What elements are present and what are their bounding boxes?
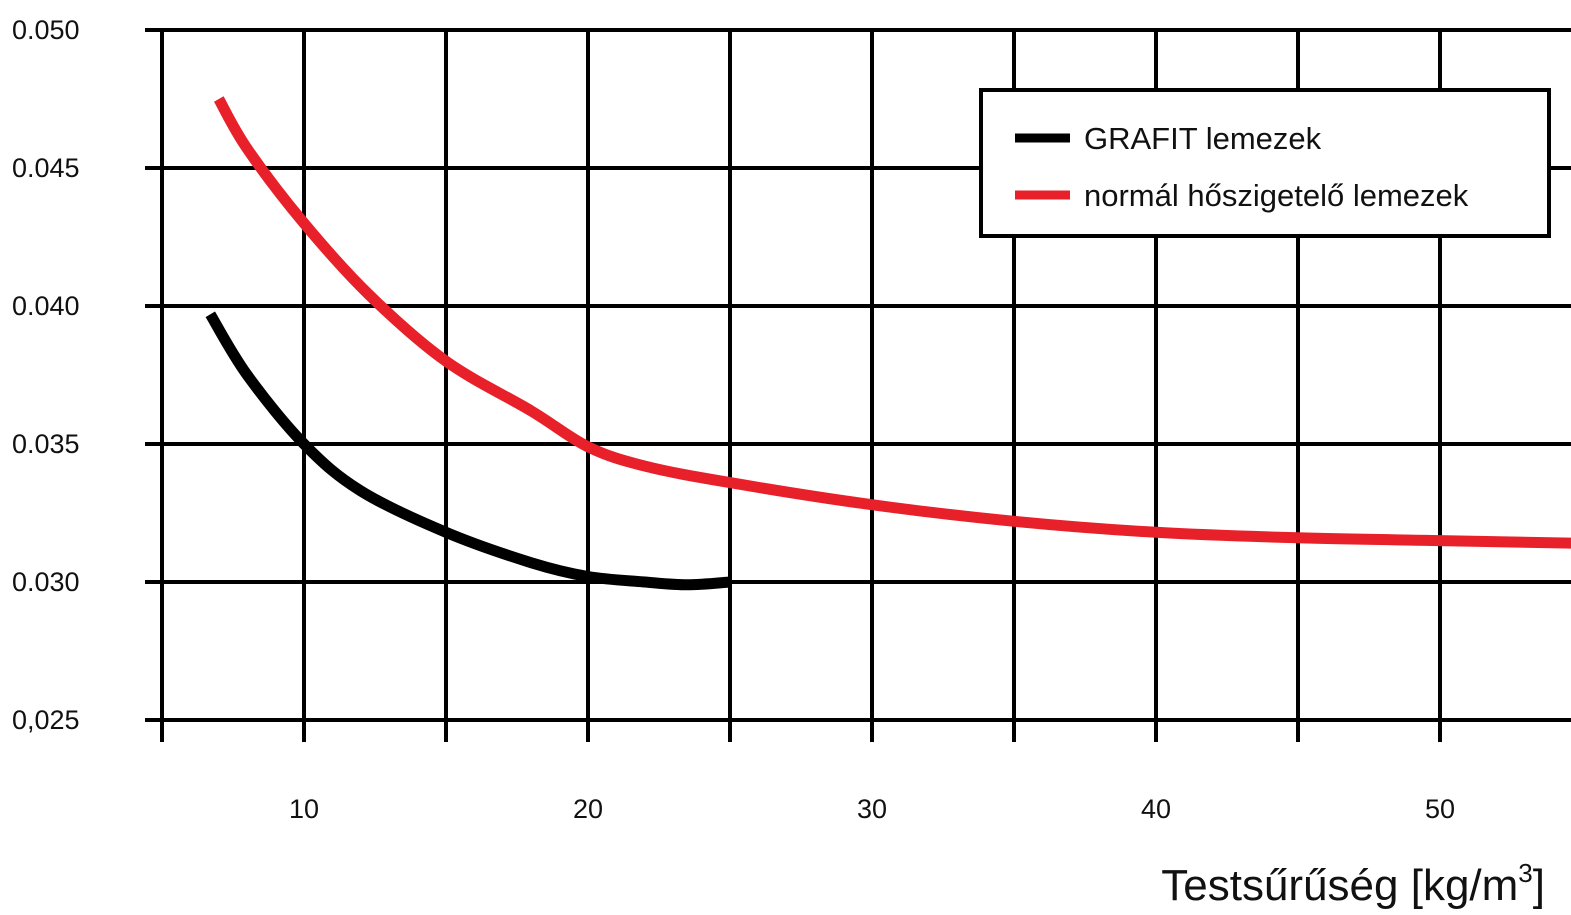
y-tick-label: 0.035 bbox=[12, 429, 80, 459]
y-axis-ticks: 0.050 0.045 0.040 0.035 0.030 0,025 bbox=[12, 15, 80, 735]
x-axis-label: Testsűrűség [kg/m3] bbox=[1161, 858, 1545, 910]
x-tick-label: 10 bbox=[289, 794, 319, 824]
x-axis-label-main: Testsűrűség [kg/m bbox=[1161, 861, 1518, 910]
y-tick-label: 0.045 bbox=[12, 153, 80, 183]
x-axis-label-end: ] bbox=[1533, 861, 1545, 910]
legend-box bbox=[979, 88, 1551, 238]
x-tick-label: 50 bbox=[1425, 794, 1455, 824]
series-line-grafit bbox=[205, 311, 731, 591]
legend-label-grafit: GRAFIT lemezek bbox=[1084, 121, 1322, 156]
legend: GRAFIT lemezek normál hőszigetelő lemeze… bbox=[979, 88, 1551, 238]
y-tick-label: 0.050 bbox=[12, 15, 80, 45]
x-tick-label: 40 bbox=[1141, 794, 1171, 824]
y-tick-label: 0.030 bbox=[12, 567, 80, 597]
x-tick-label: 20 bbox=[573, 794, 603, 824]
y-tick-label: 0,025 bbox=[12, 705, 80, 735]
x-axis-ticks: 10 20 30 40 50 bbox=[289, 794, 1455, 824]
x-tick-label: 30 bbox=[857, 794, 887, 824]
series-line-normal bbox=[213, 96, 1571, 549]
series-lines bbox=[205, 96, 1571, 591]
legend-label-normal: normál hőszigetelő lemezek bbox=[1084, 178, 1469, 213]
x-axis-label-sup: 3 bbox=[1518, 858, 1532, 888]
y-tick-label: 0.040 bbox=[12, 291, 80, 321]
grid bbox=[145, 28, 1571, 742]
